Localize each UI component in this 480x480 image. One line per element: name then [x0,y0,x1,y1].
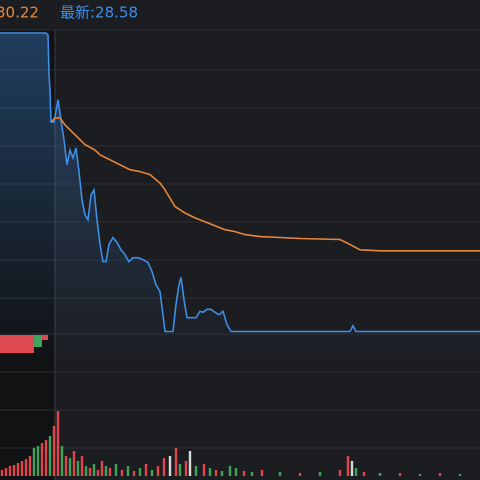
volume-bar [174,448,178,476]
volume-bar [378,473,382,476]
volume-bar [346,456,350,476]
average-line [50,117,480,252]
volume-bar [298,473,302,476]
volume-bar [68,458,72,476]
volume-bar [220,471,224,476]
volume-bar [150,470,154,476]
volume-bar [84,466,88,476]
volume-bar [144,464,148,476]
volume-bar [52,426,56,476]
volume-bar [138,468,142,476]
volume-bar [250,472,254,476]
volume-bar [16,463,20,476]
volume-bar [100,461,104,476]
volume-bar [92,464,96,476]
volume-bar [318,472,322,476]
volume-bar [120,470,124,476]
volume-bar [40,443,44,476]
price-line [0,32,480,333]
volume-bar [56,411,60,476]
average-label: 30.22 [0,4,39,22]
latest-label: 最新:28.58 [60,4,138,22]
volume-bar [32,448,36,476]
volume-bar [194,466,198,476]
volume-bar [96,470,100,476]
volume-bar [418,474,422,476]
volume-bar [178,464,182,476]
volume-bar [0,470,4,476]
volume-bar [12,465,16,476]
volume-bar [438,473,442,476]
volume-bar [72,451,76,476]
volume-bar [350,461,354,476]
volume-bar [338,470,342,476]
volume-bar [362,472,366,476]
volume-bar [168,456,172,476]
volume-bar [8,466,12,476]
price-area [0,33,480,360]
volume-bar [132,471,136,476]
volume-bar [88,468,92,476]
volume-bar [208,468,212,476]
volume-bar [114,464,118,476]
volume-bar [458,474,462,476]
volume-bar [202,464,206,476]
volume-bar [162,458,166,476]
volume-bar [64,456,68,476]
volume-bar [354,468,358,476]
volume-bar [24,459,28,476]
volume-bar [126,466,130,476]
volume-bar [20,461,24,476]
volume-bar [260,470,264,476]
volume-bar [184,461,188,476]
volume-bar [214,470,218,476]
volume-bar [28,456,32,476]
volume-bar [228,466,232,476]
volume-bar [80,456,84,476]
volume-bar [44,440,48,476]
volume-bar [60,446,64,476]
volume-bar [4,468,8,476]
volume-bar [76,461,80,476]
volume-bar [278,472,282,476]
header-bar [0,0,480,30]
volume-bar [188,451,192,476]
volume-bar [36,446,40,476]
volume-bar [234,468,238,476]
volume-bar [48,436,52,476]
volume-bar [108,468,112,476]
volume-bar [242,471,246,476]
volume-bar [156,466,160,476]
volume-bar [104,466,108,476]
volume-bar [398,473,402,476]
